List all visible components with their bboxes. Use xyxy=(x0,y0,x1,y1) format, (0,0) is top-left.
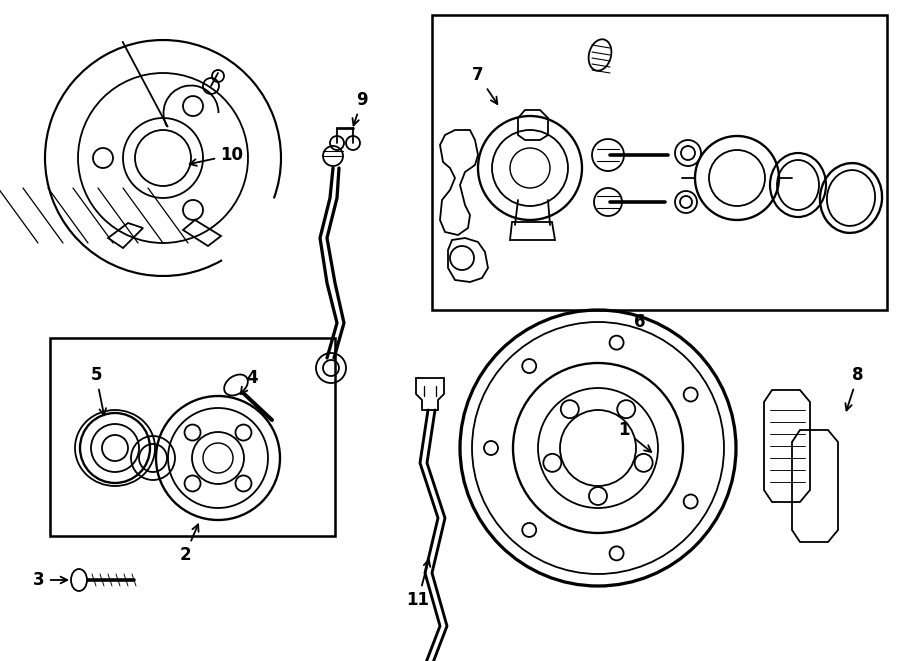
Text: 1: 1 xyxy=(618,421,652,452)
Text: 10: 10 xyxy=(190,146,243,166)
Bar xyxy=(50,338,335,536)
Text: 3: 3 xyxy=(33,571,68,589)
Text: 5: 5 xyxy=(90,366,106,415)
Text: 2: 2 xyxy=(179,524,199,564)
Ellipse shape xyxy=(224,375,248,395)
Text: 8: 8 xyxy=(845,366,864,410)
Text: 7: 7 xyxy=(472,66,498,104)
Bar xyxy=(432,15,887,310)
Text: 4: 4 xyxy=(241,369,257,394)
Text: 11: 11 xyxy=(407,560,430,609)
Ellipse shape xyxy=(71,569,87,591)
Text: 9: 9 xyxy=(353,91,368,126)
Text: 6: 6 xyxy=(634,313,646,331)
